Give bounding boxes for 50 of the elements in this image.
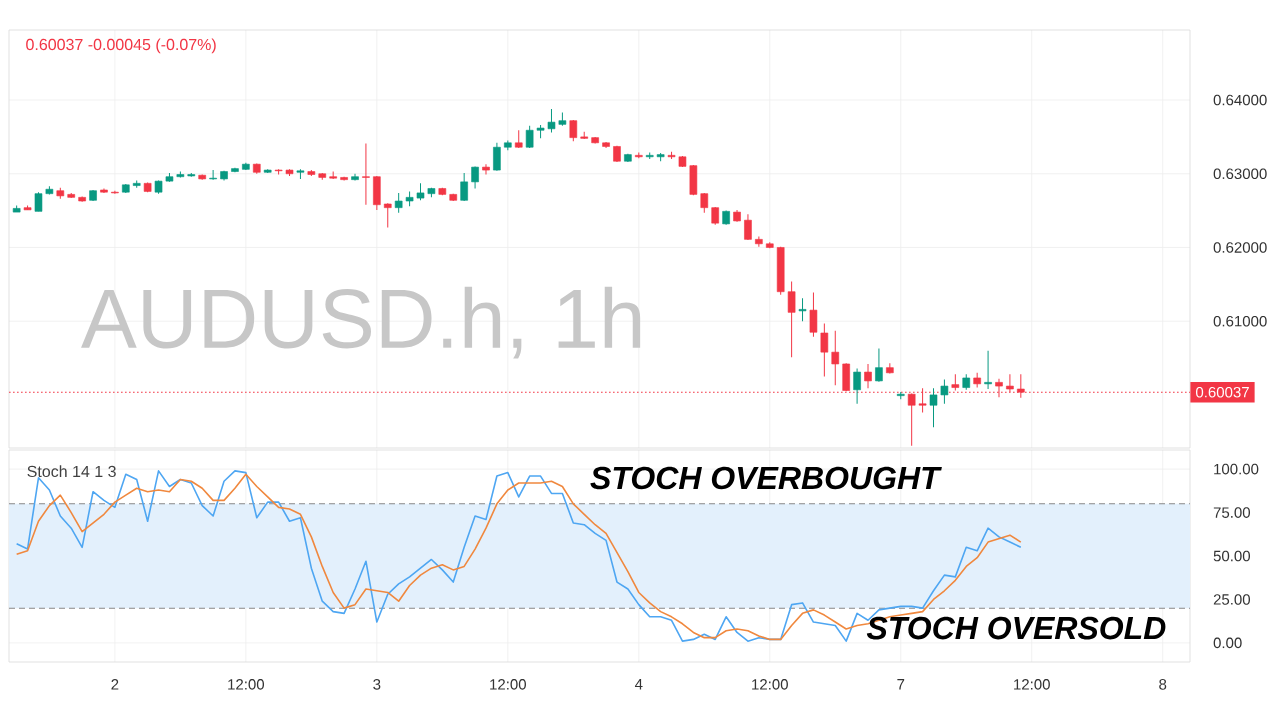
candlestick (482, 163, 490, 175)
y-tick-label: 0.64000 (1213, 94, 1267, 106)
candlestick (929, 387, 938, 428)
candlestick (787, 280, 796, 358)
text: Stoch 14 1 3 (27, 465, 116, 478)
candlestick (809, 291, 818, 338)
candlestick (755, 235, 763, 248)
x-tick-label: 2 (111, 679, 119, 690)
candlestick (907, 392, 916, 447)
candlestick (798, 297, 807, 322)
candlestick (744, 213, 752, 241)
x-tick-label: 12:00 (752, 679, 788, 690)
x-tick-label: 3 (373, 679, 381, 690)
x-tick-label: 12:00 (490, 679, 526, 690)
y-tick-label: 75.00 (1213, 507, 1251, 518)
y-tick-label: 50.00 (1213, 550, 1251, 562)
candlestick (940, 378, 949, 405)
y-tick-label: 25.00 (1213, 594, 1251, 605)
x-tick-label: 12:00 (1014, 679, 1050, 690)
x-tick-label: 12:00 (228, 679, 265, 690)
candlestick (394, 192, 403, 214)
candlestick (34, 191, 43, 212)
ref-line-label: 0.60037 (1196, 386, 1249, 398)
candlestick (853, 367, 861, 405)
candlestick (875, 347, 883, 383)
y-tick-label: 0.62000 (1213, 242, 1267, 253)
y-tick-label: 0.63000 (1213, 168, 1267, 180)
candlestick (471, 165, 479, 189)
candlestick (918, 387, 927, 414)
text: AUDUSD.h, 1h (81, 286, 641, 359)
candlestick (493, 142, 501, 172)
x-tick-label: 4 (634, 679, 643, 690)
candlestick (525, 125, 534, 149)
candlestick (984, 350, 992, 390)
candlestick (460, 172, 468, 202)
annotation: STOCH OVERBOUGHT (590, 466, 942, 490)
candlestick (209, 169, 217, 181)
x-tick-label: 8 (1159, 679, 1167, 690)
candlestick (362, 143, 370, 206)
annotation: STOCH OVERSOLD (866, 616, 1166, 640)
candlestick (383, 202, 392, 229)
y-tick-label: 0.61000 (1213, 315, 1267, 327)
annotation: 0.60037 -0.00045 (-0.07%) (26, 38, 216, 54)
y-tick-label: 100.00 (1214, 463, 1259, 475)
candlestick (547, 108, 556, 133)
y-tick-label: 0.00 (1213, 637, 1242, 649)
x-tick-label: 7 (897, 679, 905, 690)
candlestick (820, 322, 829, 377)
candlestick (864, 363, 872, 389)
candlestick (831, 330, 840, 386)
